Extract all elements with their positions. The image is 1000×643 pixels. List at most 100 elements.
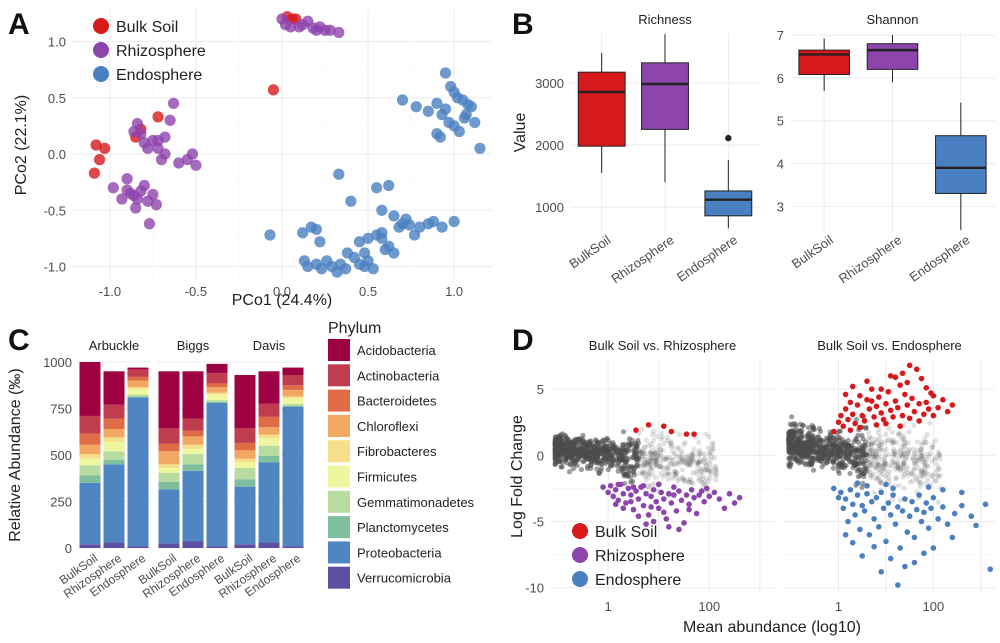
background-point xyxy=(869,442,875,448)
background-point xyxy=(826,448,832,454)
stack-segment-firmicutes xyxy=(127,388,149,395)
facet-title: Richness xyxy=(638,12,692,27)
background-point xyxy=(707,475,713,481)
enriched-point-bulk-soil xyxy=(660,423,667,429)
enriched-point-bulk-soil xyxy=(691,431,697,437)
background-point xyxy=(867,459,873,466)
background-point xyxy=(690,481,696,487)
background-point xyxy=(877,480,883,486)
background-point xyxy=(672,468,678,475)
background-point xyxy=(914,439,921,445)
enriched-point-endosphere xyxy=(904,529,911,535)
stack-segment-bacteroidetes xyxy=(206,383,228,388)
enriched-point-bulk-soil xyxy=(899,412,906,419)
background-point xyxy=(918,446,924,452)
background-point xyxy=(934,467,940,473)
background-point xyxy=(868,446,874,452)
enriched-point-endosphere xyxy=(925,484,932,490)
enriched-point-rhizosphere xyxy=(671,492,677,498)
background-point xyxy=(936,473,942,480)
background-point xyxy=(886,451,892,458)
background-point xyxy=(664,434,671,441)
facet-title: Bulk Soil vs. Rhizosphere xyxy=(589,338,736,353)
background-point xyxy=(670,475,676,481)
enriched-point-rhizosphere xyxy=(650,518,657,525)
enriched-point-endosphere xyxy=(897,545,903,551)
background-point xyxy=(919,453,925,459)
background-point xyxy=(913,474,919,480)
enriched-point-rhizosphere xyxy=(681,520,687,526)
enriched-point-rhizosphere xyxy=(706,493,713,500)
background-point xyxy=(920,439,926,446)
background-point xyxy=(639,426,645,432)
background-point xyxy=(818,451,824,457)
data-point-endosphere xyxy=(422,105,434,117)
background-point xyxy=(870,452,876,458)
background-point xyxy=(838,448,844,454)
enriched-point-bulk-soil xyxy=(830,428,837,435)
background-point xyxy=(898,466,904,472)
background-point xyxy=(642,453,648,460)
background-point xyxy=(882,439,888,445)
enriched-point-bulk-soil xyxy=(894,404,901,411)
x-axis-label: PCo1 (24.4%) xyxy=(232,292,333,309)
background-point xyxy=(607,455,613,461)
background-point xyxy=(879,468,885,474)
enriched-point-endosphere xyxy=(830,485,837,492)
background-point xyxy=(901,471,907,477)
enriched-point-bulk-soil xyxy=(847,427,854,433)
x-tick-label: 1 xyxy=(605,599,612,614)
background-point xyxy=(705,478,711,484)
background-point xyxy=(918,468,924,474)
data-point-endosphere xyxy=(297,227,309,239)
background-point xyxy=(688,456,694,462)
data-point-rhizosphere xyxy=(107,182,119,194)
background-point xyxy=(910,471,916,478)
legend-label: Rhizosphere xyxy=(595,548,685,565)
enriched-point-endosphere xyxy=(973,522,979,529)
background-point xyxy=(901,459,907,465)
enriched-point-bulk-soil xyxy=(864,396,870,403)
box-body xyxy=(577,71,626,147)
background-point xyxy=(937,456,943,462)
stack-segment-acidobacteria xyxy=(206,363,228,374)
background-point xyxy=(616,457,622,463)
background-point xyxy=(866,459,872,466)
stack-segment-actinobacteria xyxy=(103,404,125,419)
background-point xyxy=(672,473,678,479)
facet-title: Shannon xyxy=(866,12,918,27)
legend-key xyxy=(328,339,350,361)
background-point xyxy=(905,472,911,479)
background-point xyxy=(672,451,678,457)
background-point xyxy=(913,461,919,467)
background-point xyxy=(836,428,842,434)
background-point xyxy=(690,450,696,456)
background-point xyxy=(687,455,693,461)
background-point xyxy=(935,499,941,505)
x-tick-label: -1.0 xyxy=(99,284,121,299)
background-point xyxy=(882,455,888,461)
enriched-point-endosphere xyxy=(871,516,877,522)
background-point xyxy=(651,481,657,487)
background-point xyxy=(698,451,704,457)
panel-letter-a: A xyxy=(8,8,30,41)
background-point xyxy=(901,468,907,474)
background-point xyxy=(622,452,628,458)
background-point xyxy=(861,470,867,477)
background-point xyxy=(553,436,559,442)
background-point xyxy=(664,456,670,462)
background-point xyxy=(922,435,928,441)
enriched-point-endosphere xyxy=(982,501,989,508)
stack-segment-firmicutes xyxy=(234,462,256,469)
background-point xyxy=(897,467,903,473)
background-point xyxy=(695,449,701,455)
background-point xyxy=(641,449,647,455)
legend-key xyxy=(328,541,350,564)
background-point xyxy=(901,451,908,457)
background-point xyxy=(653,447,659,453)
stack-segment-bacteroidetes xyxy=(258,416,280,428)
stack-segment-fibrobacteres xyxy=(182,444,204,449)
stack-segment-planctomycetes xyxy=(79,475,101,483)
enriched-point-rhizosphere xyxy=(615,497,622,504)
background-point xyxy=(914,447,920,453)
